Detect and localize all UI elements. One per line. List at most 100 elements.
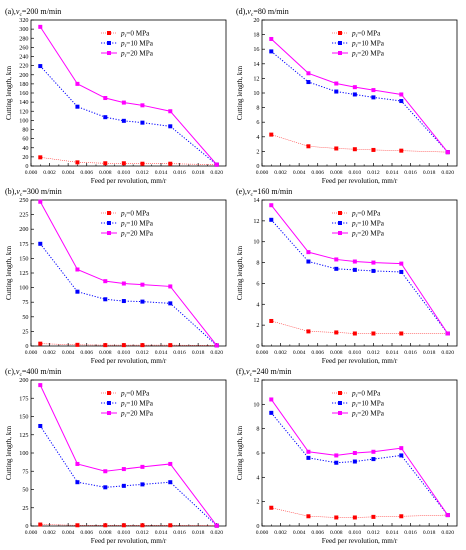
x-tick-label: 0.018	[192, 170, 205, 176]
x-tick-label: 0.008	[99, 170, 112, 176]
data-point	[371, 268, 376, 273]
data-point	[121, 299, 126, 304]
legend-label: pr=0 MPa	[351, 390, 381, 400]
series-line	[40, 343, 217, 346]
x-tick-label: 0.016	[404, 530, 417, 536]
y-tick-label: 240	[19, 54, 28, 61]
series-line	[271, 320, 448, 334]
y-tick-label: 180	[19, 81, 28, 88]
x-tick-label: 0.004	[62, 350, 75, 356]
panel-title: (f),vc=240 m/min	[236, 367, 291, 378]
data-point	[306, 329, 311, 334]
x-tick-label: 0.000	[256, 530, 269, 536]
legend-marker	[107, 51, 111, 55]
legend-label: pr=20 MPa	[120, 230, 154, 240]
data-point	[352, 259, 357, 264]
y-tick-label: 10	[253, 401, 259, 408]
data-point	[121, 161, 126, 166]
panel-title: (e),vc=160 m/min	[236, 187, 292, 198]
legend-label: pr=10 MPa	[120, 400, 154, 410]
data-point	[140, 523, 145, 528]
data-point	[38, 24, 43, 29]
chart-panel: 0.000 0.002 0.004 0.006 0.008 0.010 0.012 0.014…	[5, 187, 227, 365]
y-tick-label: 100	[19, 450, 28, 457]
y-tick-label: 40	[22, 145, 28, 152]
x-axis-label: Feed per revolution, mm/r	[322, 357, 398, 365]
data-point	[306, 514, 311, 519]
y-tick-label: 10	[253, 90, 259, 97]
y-tick-label: 0	[25, 523, 28, 530]
data-point	[168, 109, 173, 114]
x-tick-label: 0.020	[210, 530, 223, 536]
y-tick-label: 50	[22, 314, 28, 321]
data-point	[75, 160, 80, 165]
y-tick-label: 220	[19, 63, 28, 70]
data-point	[168, 161, 173, 166]
legend-marker	[107, 411, 111, 415]
x-tick-label: 0.010	[118, 350, 131, 356]
data-point	[306, 259, 311, 264]
x-tick-label: 0.006	[80, 530, 93, 536]
x-tick-label: 0.010	[349, 350, 362, 356]
y-axis-label: Cutting length, km	[236, 426, 244, 481]
x-tick-label: 0.012	[136, 350, 149, 356]
data-point	[140, 482, 145, 487]
data-point	[38, 423, 43, 428]
data-point	[334, 453, 339, 458]
data-point	[75, 81, 80, 86]
data-point	[306, 250, 311, 255]
data-point	[399, 92, 404, 97]
data-point	[334, 81, 339, 86]
y-tick-label: 160	[19, 90, 28, 97]
legend-label: pr=10 MPa	[120, 220, 154, 230]
y-tick-label: 200	[19, 226, 28, 233]
y-tick-label: 300	[19, 26, 28, 33]
x-tick-label: 0.004	[293, 170, 306, 176]
y-tick-label: 10	[253, 239, 259, 246]
data-point	[306, 144, 311, 149]
data-point	[399, 269, 404, 274]
y-tick-label: 80	[22, 127, 28, 134]
legend-label: pr=10 MPa	[351, 40, 385, 50]
data-point	[168, 343, 173, 348]
data-point	[168, 301, 173, 306]
x-tick-label: 0.014	[386, 170, 399, 176]
x-tick-label: 0.020	[441, 350, 454, 356]
y-tick-label: 12	[253, 75, 259, 82]
legend-marker	[338, 31, 342, 35]
x-axis-label: Feed per revolution, mm/r	[91, 177, 167, 185]
data-point	[371, 514, 376, 519]
data-point	[75, 342, 80, 347]
x-tick-label: 0.006	[80, 170, 93, 176]
x-tick-label: 0.000	[256, 350, 269, 356]
y-tick-label: 320	[19, 17, 28, 24]
data-point	[121, 467, 126, 472]
x-tick-label: 0.008	[99, 530, 112, 536]
data-point	[399, 148, 404, 153]
legend-marker	[107, 41, 111, 45]
data-point	[352, 92, 357, 97]
y-tick-label: 120	[19, 108, 28, 115]
y-axis-label: Cutting length, km	[5, 246, 13, 301]
data-point	[334, 257, 339, 262]
x-tick-label: 0.006	[311, 530, 324, 536]
y-tick-label: 12	[253, 377, 259, 384]
x-tick-label: 0.002	[43, 530, 56, 536]
data-point	[121, 100, 126, 105]
data-point	[168, 480, 173, 485]
y-tick-label: 60	[22, 136, 28, 143]
series-line	[270, 51, 449, 153]
series-line	[40, 157, 217, 165]
x-tick-label: 0.008	[99, 350, 112, 356]
x-tick-label: 0.020	[210, 170, 223, 176]
series-line	[39, 243, 218, 346]
legend-marker	[338, 411, 342, 415]
data-point	[399, 331, 404, 336]
y-axis-label: Cutting length, km	[5, 66, 13, 121]
data-point	[121, 281, 126, 286]
y-axis-label: Cutting length, km	[236, 246, 244, 301]
data-point	[269, 203, 274, 208]
data-point	[103, 485, 108, 490]
data-point	[371, 95, 376, 100]
